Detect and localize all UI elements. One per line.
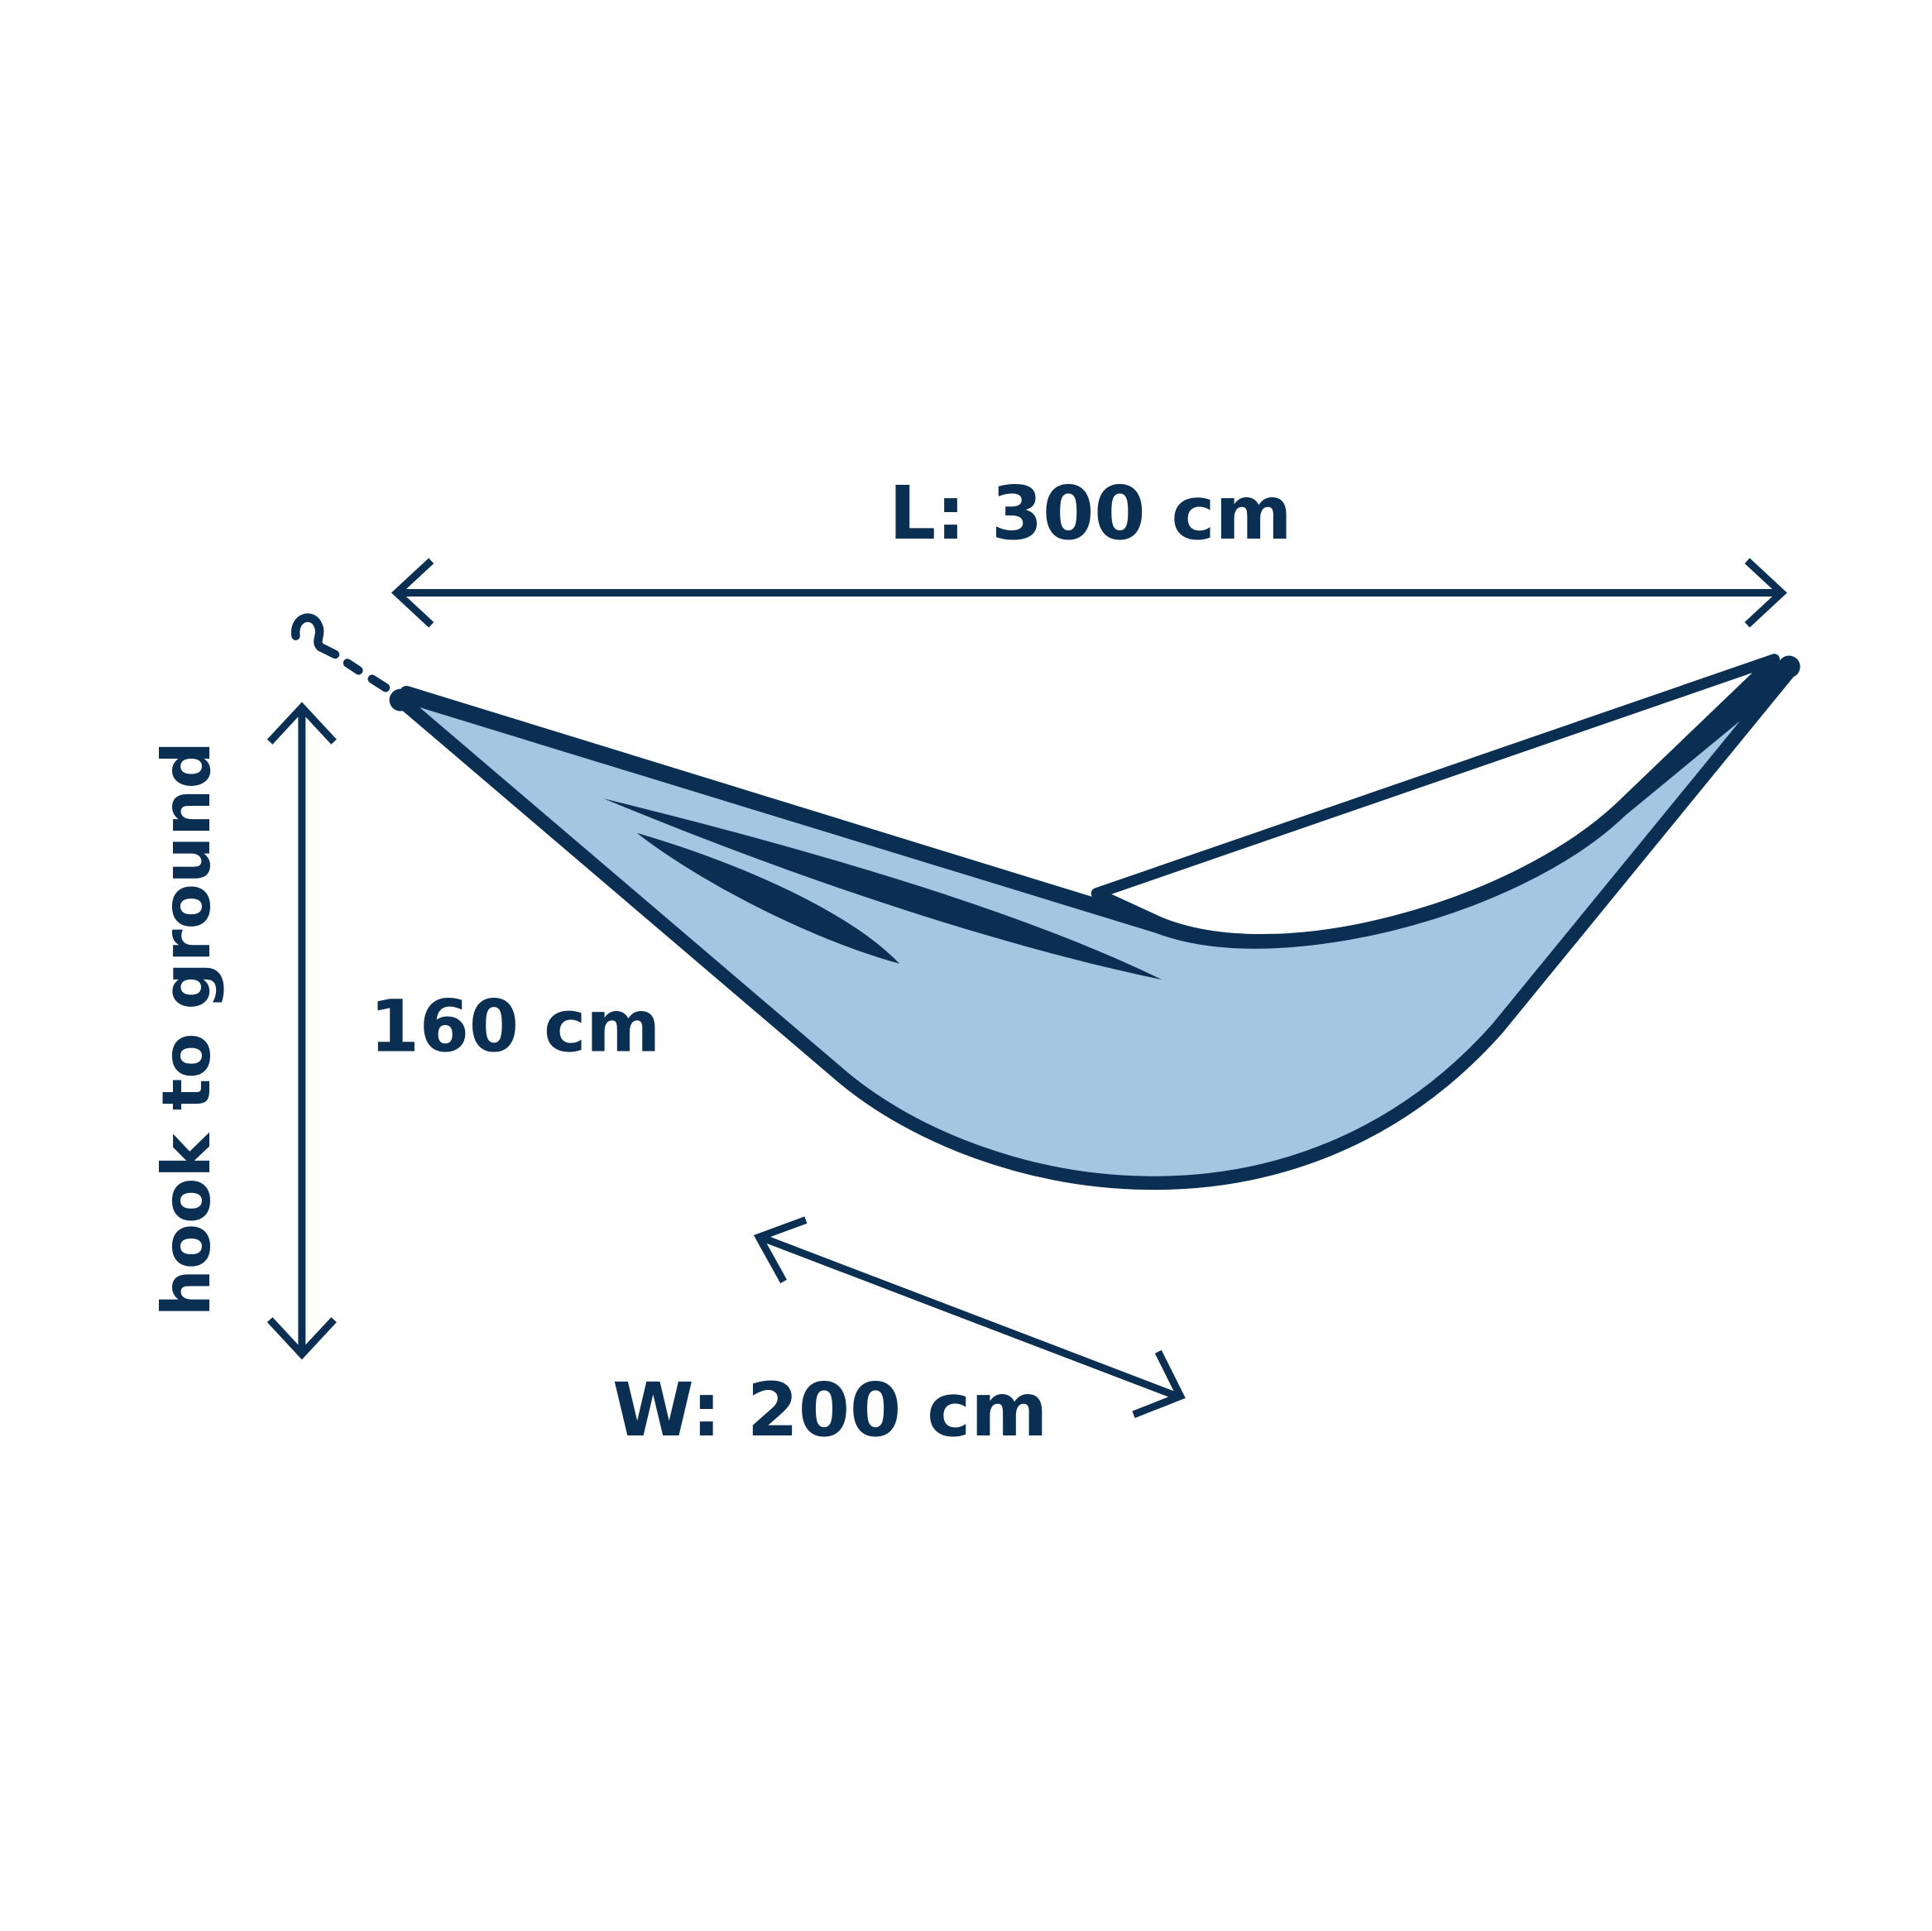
width-arrow: [753, 1216, 1186, 1418]
height-label: 160 cm: [370, 985, 661, 1068]
height-arrow: [266, 702, 337, 1360]
length-arrow: [391, 558, 1787, 628]
height-caption: hook to ground: [147, 741, 225, 1316]
fabric-fold: [636, 832, 900, 964]
width-label: W: 200 cm: [612, 1368, 1047, 1454]
hook-icon: [291, 613, 391, 692]
hammock-illustration: [389, 654, 1800, 1191]
length-label: L: 300 cm: [889, 471, 1292, 557]
fabric-fold: [603, 798, 1163, 980]
